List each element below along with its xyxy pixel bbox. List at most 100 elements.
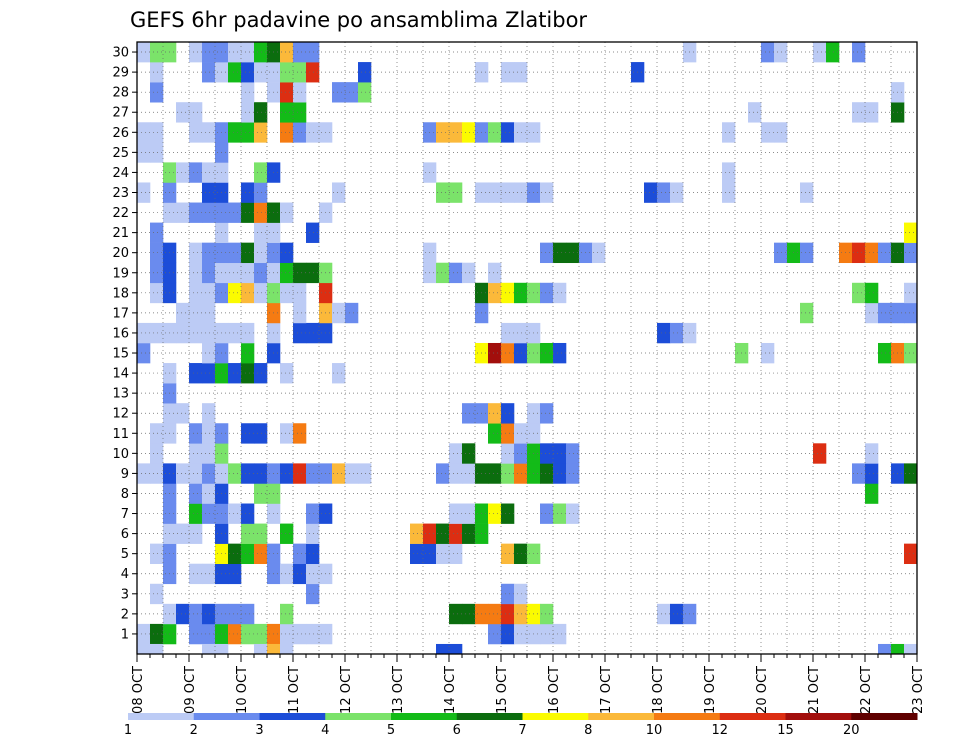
- heatmap-cell: [865, 463, 879, 484]
- heatmap-cell: [254, 62, 268, 83]
- heatmap-cell: [254, 242, 268, 264]
- legend-swatch: [456, 713, 523, 720]
- legend-swatch: [522, 713, 589, 720]
- heatmap-cell: [878, 643, 892, 654]
- heatmap-cell: [176, 463, 190, 484]
- heatmap-cell: [761, 42, 775, 63]
- heatmap-cell: [189, 42, 203, 63]
- heatmap-cell: [241, 603, 255, 625]
- heatmap-cell: [176, 603, 190, 625]
- heatmap-cell: [150, 122, 164, 143]
- heatmap-cell: [202, 122, 216, 143]
- heatmap-cell: [254, 162, 268, 183]
- heatmap-cell: [228, 563, 242, 585]
- heatmap-cell: [501, 623, 515, 645]
- heatmap-cell: [553, 463, 567, 484]
- heatmap-cell: [137, 142, 151, 163]
- heatmap-cell: [306, 42, 320, 63]
- heatmap-cell: [514, 623, 528, 645]
- y-tick-label: 4: [121, 567, 129, 582]
- legend-swatch: [128, 713, 195, 720]
- heatmap-cell: [176, 202, 190, 223]
- heatmap-cell: [280, 623, 294, 645]
- heatmap-cell: [189, 423, 203, 444]
- heatmap-cell: [280, 603, 294, 625]
- legend-swatch: [851, 713, 918, 720]
- heatmap-cell: [202, 403, 216, 424]
- heatmap-cell: [514, 62, 528, 83]
- heatmap-cell: [436, 122, 450, 143]
- heatmap-cell: [280, 62, 294, 83]
- heatmap-cell: [280, 102, 294, 123]
- heatmap-cell: [514, 443, 528, 464]
- heatmap-cell: [488, 262, 502, 284]
- heatmap-cell: [150, 443, 164, 464]
- y-tick-label: 25: [112, 146, 129, 161]
- heatmap-cell: [293, 543, 307, 565]
- x-tick-label: 18 OCT: [651, 666, 666, 714]
- heatmap-cell: [280, 242, 294, 264]
- heatmap-cell: [514, 182, 528, 203]
- heatmap-cell: [241, 322, 255, 344]
- heatmap-cell: [722, 162, 736, 183]
- heatmap-cell: [306, 463, 320, 484]
- heatmap-cell: [137, 342, 151, 364]
- heatmap-cell: [202, 463, 216, 484]
- heatmap-cell: [228, 623, 242, 645]
- heatmap-cell: [241, 242, 255, 264]
- heatmap-cell: [501, 603, 515, 625]
- heatmap-cell: [150, 583, 164, 605]
- heatmap-cell: [865, 102, 879, 123]
- heatmap-cell: [449, 543, 463, 565]
- x-tick-label: 09 OCT: [183, 666, 198, 714]
- legend-label: 5: [387, 723, 395, 738]
- heatmap-cell: [189, 503, 203, 524]
- x-tick-label: 08 OCT: [131, 666, 146, 714]
- heatmap-cell: [852, 42, 866, 63]
- heatmap-cell: [215, 643, 229, 654]
- heatmap-cell: [670, 322, 684, 344]
- heatmap-cell: [540, 282, 554, 304]
- y-tick-label: 9: [121, 467, 129, 482]
- heatmap-cell: [176, 322, 190, 344]
- heatmap-cell: [293, 623, 307, 645]
- heatmap-cell: [254, 523, 268, 544]
- heatmap-cell: [280, 363, 294, 384]
- y-tick-label: 27: [112, 106, 129, 121]
- heatmap-cell: [306, 322, 320, 344]
- heatmap-cell: [254, 623, 268, 645]
- heatmap-cell: [501, 62, 515, 83]
- heatmap-cell: [202, 282, 216, 304]
- heatmap-cell: [202, 42, 216, 63]
- heatmap-cell: [228, 42, 242, 63]
- heatmap-cell: [774, 242, 788, 264]
- y-tick-label: 2: [121, 607, 129, 622]
- y-tick-label: 11: [112, 427, 129, 442]
- heatmap-cell: [462, 463, 476, 484]
- legend-label: 15: [777, 723, 794, 738]
- heatmap-cell: [488, 182, 502, 203]
- legend-label: 6: [453, 723, 461, 738]
- heatmap-cell: [306, 122, 320, 143]
- x-tick-label: 12 OCT: [339, 666, 354, 714]
- heatmap-cell: [332, 182, 346, 203]
- heatmap-cell: [488, 122, 502, 143]
- heatmap-cell: [449, 503, 463, 524]
- x-tick-label: 22 OCT: [859, 666, 874, 714]
- heatmap-cell: [904, 463, 918, 484]
- heatmap-cell: [280, 262, 294, 284]
- heatmap-cell: [150, 62, 164, 83]
- heatmap-cell: [280, 122, 294, 143]
- heatmap-cell: [254, 122, 268, 143]
- heatmap-cell: [488, 623, 502, 645]
- heatmap-cell: [488, 342, 502, 364]
- heatmap-cell: [501, 583, 515, 605]
- heatmap-cell: [332, 363, 346, 384]
- heatmap-cell: [202, 322, 216, 344]
- y-tick-label: 24: [112, 166, 129, 181]
- heatmap-cell: [150, 142, 164, 163]
- heatmap-cell: [501, 423, 515, 444]
- heatmap-cell: [189, 262, 203, 284]
- heatmap-cell: [241, 182, 255, 203]
- heatmap-cell: [241, 202, 255, 223]
